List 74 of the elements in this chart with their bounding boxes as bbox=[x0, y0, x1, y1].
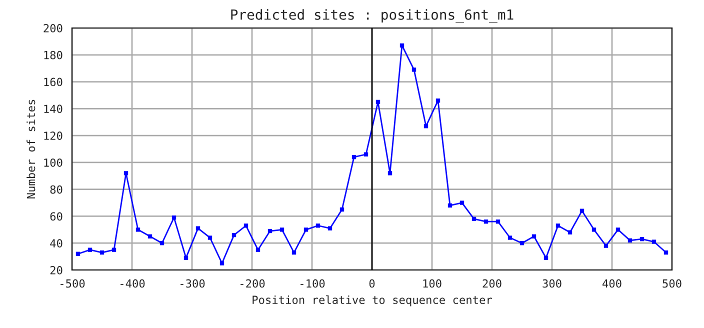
point bbox=[256, 248, 260, 252]
point bbox=[100, 250, 104, 255]
y-axis-title: Number of sites bbox=[26, 100, 36, 198]
x-axis-title: Position relative to sequence center bbox=[252, 295, 492, 306]
point bbox=[652, 240, 656, 244]
y-tick-label: 80 bbox=[50, 185, 62, 194]
point bbox=[292, 250, 296, 255]
x-tick-label: -100 bbox=[300, 279, 325, 288]
y-tick-label: 60 bbox=[50, 212, 62, 221]
point bbox=[76, 252, 80, 256]
point bbox=[136, 228, 140, 232]
y-tick-label: 100 bbox=[44, 158, 62, 167]
point bbox=[328, 226, 332, 230]
point bbox=[448, 203, 452, 208]
point bbox=[184, 256, 188, 260]
y-tick-label: 140 bbox=[44, 104, 62, 114]
point bbox=[400, 43, 404, 48]
point bbox=[460, 200, 464, 205]
point bbox=[424, 124, 428, 128]
point bbox=[172, 215, 176, 220]
point bbox=[472, 216, 476, 221]
x-tick-label: 200 bbox=[482, 279, 502, 288]
point bbox=[160, 241, 164, 246]
point bbox=[304, 228, 308, 232]
point bbox=[484, 220, 488, 224]
point bbox=[388, 171, 392, 176]
point bbox=[220, 261, 224, 266]
point bbox=[568, 230, 572, 234]
y-tick-label: 20 bbox=[50, 266, 62, 274]
x-tick-label: -200 bbox=[240, 279, 265, 288]
point bbox=[508, 236, 512, 240]
x-tick-label: 400 bbox=[602, 279, 622, 288]
point bbox=[412, 68, 416, 72]
y-tick-label: 40 bbox=[50, 239, 62, 248]
y-tick-label: 160 bbox=[44, 78, 62, 86]
x-tick-label: -500 bbox=[60, 279, 85, 288]
point bbox=[556, 224, 560, 228]
point bbox=[604, 244, 608, 248]
point bbox=[124, 171, 128, 176]
point bbox=[544, 256, 548, 260]
x-tick-label: 0 bbox=[369, 279, 375, 288]
y-tick-label: 180 bbox=[44, 50, 62, 60]
point bbox=[148, 234, 152, 238]
point bbox=[244, 224, 248, 228]
point bbox=[520, 241, 524, 246]
point bbox=[280, 228, 284, 232]
point bbox=[376, 100, 380, 104]
point bbox=[196, 226, 200, 230]
x-tick-label: -300 bbox=[180, 279, 205, 288]
point bbox=[316, 224, 320, 228]
point bbox=[628, 238, 632, 243]
point bbox=[88, 248, 92, 252]
point bbox=[268, 228, 272, 234]
point bbox=[436, 98, 440, 103]
x-tick-label: 500 bbox=[662, 279, 682, 288]
point bbox=[232, 232, 236, 238]
point bbox=[532, 234, 536, 238]
point bbox=[340, 207, 344, 212]
point bbox=[664, 250, 668, 255]
point bbox=[208, 236, 212, 240]
chart-title: Predicted sites : positions_6nt_m1 bbox=[231, 9, 514, 23]
point bbox=[580, 208, 584, 213]
point bbox=[352, 154, 356, 160]
point bbox=[112, 248, 116, 252]
point bbox=[496, 220, 500, 224]
x-tick-label: 300 bbox=[542, 279, 562, 288]
y-tick-label: 120 bbox=[44, 132, 62, 140]
x-tick-label: 100 bbox=[423, 279, 442, 288]
point bbox=[640, 236, 644, 242]
x-tick-label: -400 bbox=[120, 279, 145, 288]
point bbox=[364, 152, 368, 156]
point bbox=[616, 228, 620, 232]
point bbox=[592, 228, 596, 232]
y-tick-label: 200 bbox=[44, 24, 62, 32]
